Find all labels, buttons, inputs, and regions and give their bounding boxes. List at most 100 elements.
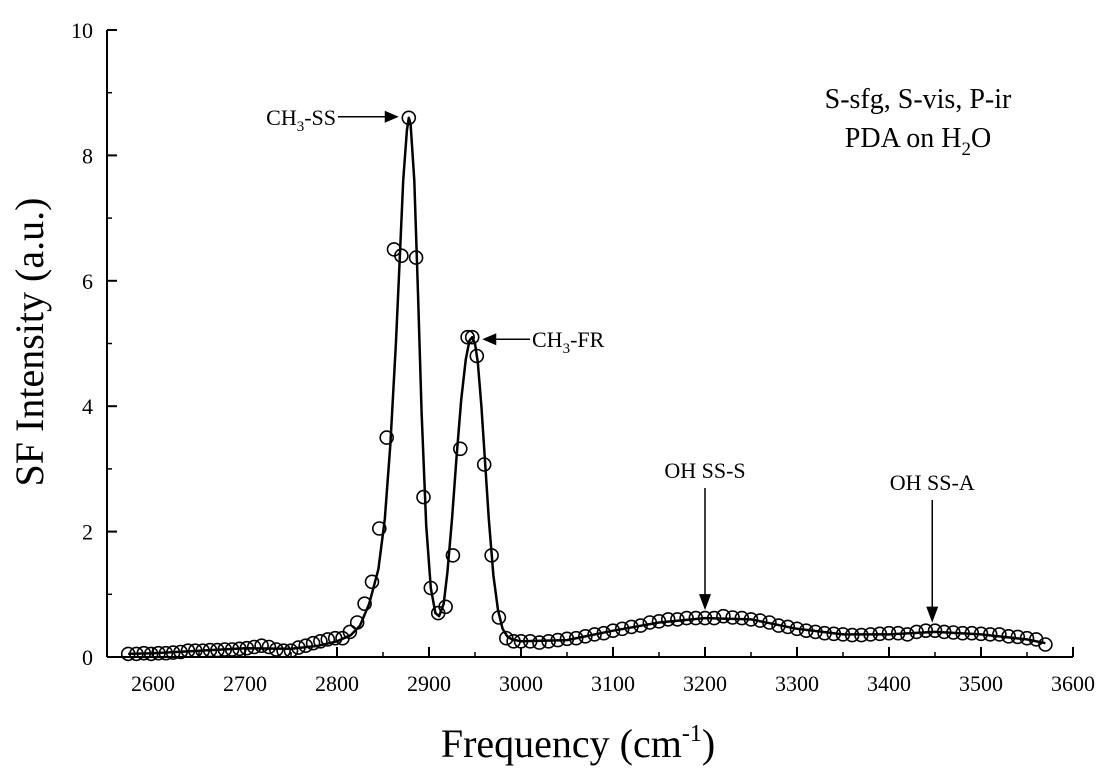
data-point bbox=[854, 627, 869, 643]
data-point bbox=[506, 633, 521, 649]
data-point bbox=[762, 615, 777, 630]
data-point bbox=[716, 608, 731, 624]
data-point bbox=[706, 610, 722, 626]
fit-line-group bbox=[128, 116, 1046, 656]
data-point bbox=[464, 329, 480, 345]
data-point bbox=[513, 633, 529, 649]
data-point bbox=[401, 110, 417, 126]
data-point bbox=[305, 635, 321, 651]
data-point bbox=[445, 548, 461, 563]
data-point bbox=[291, 640, 306, 655]
data-point bbox=[890, 625, 906, 641]
data-point bbox=[688, 610, 704, 626]
annotation-label: CH3-FR bbox=[532, 327, 605, 357]
data-point bbox=[568, 630, 584, 646]
legend-line-2-sub: 2 bbox=[961, 139, 971, 160]
data-point bbox=[642, 615, 658, 630]
data-point bbox=[261, 639, 277, 655]
data-point bbox=[416, 489, 431, 505]
x-axis-title-sup: -1 bbox=[682, 721, 702, 747]
data-point bbox=[624, 619, 639, 635]
legend-line-2-prefix: PDA on H bbox=[845, 123, 962, 154]
data-point bbox=[129, 646, 144, 662]
data-point bbox=[180, 643, 196, 659]
data-point bbox=[752, 613, 768, 628]
data-point bbox=[327, 630, 343, 646]
data-point bbox=[254, 638, 269, 654]
annotation-label: CH3-SS bbox=[266, 105, 336, 135]
data-point bbox=[239, 640, 255, 656]
data-point bbox=[452, 441, 468, 457]
data-point bbox=[927, 623, 943, 639]
data-point bbox=[498, 630, 514, 646]
annotation-arrowhead bbox=[384, 110, 399, 123]
data-point bbox=[771, 618, 786, 633]
data-point bbox=[143, 646, 159, 662]
data-point bbox=[120, 646, 136, 662]
data-point bbox=[734, 610, 750, 626]
data-point bbox=[246, 639, 262, 655]
y-axis-title: SF Intensity (a.u.) bbox=[7, 198, 52, 487]
data-point bbox=[743, 612, 759, 627]
data-point bbox=[276, 643, 291, 659]
legend-line-2: PDA on H2O bbox=[845, 123, 991, 160]
data-point bbox=[342, 624, 358, 640]
data-point bbox=[438, 599, 453, 615]
data-point bbox=[633, 618, 648, 633]
data-point bbox=[936, 624, 952, 640]
data-point bbox=[268, 642, 284, 657]
data-point bbox=[173, 644, 188, 660]
data-point bbox=[982, 627, 998, 642]
data-point bbox=[210, 642, 225, 658]
annotation-label: OH SS-A bbox=[890, 470, 975, 495]
x-axis-title: Frequency (cm-1) bbox=[441, 721, 715, 766]
data-point bbox=[881, 625, 897, 641]
data-point bbox=[679, 610, 694, 626]
data-point bbox=[469, 348, 485, 364]
y-tick-label: 10 bbox=[71, 18, 93, 43]
x-tick-label: 3600 bbox=[1051, 671, 1095, 696]
data-point bbox=[202, 642, 218, 658]
data-point bbox=[651, 613, 667, 629]
data-point bbox=[158, 645, 174, 661]
data-point bbox=[1010, 629, 1026, 645]
x-tick-label: 3300 bbox=[775, 671, 819, 696]
data-point bbox=[217, 642, 233, 657]
data-point bbox=[973, 626, 989, 642]
data-point bbox=[697, 610, 713, 626]
data-point bbox=[992, 627, 1007, 642]
data-point bbox=[283, 643, 299, 659]
x-axis-title-close: ) bbox=[702, 721, 715, 766]
annotation-label: OH SS-S bbox=[664, 458, 745, 483]
data-point bbox=[780, 619, 796, 635]
y-tick-label: 6 bbox=[82, 269, 93, 294]
data-point bbox=[614, 621, 630, 637]
data-point bbox=[964, 625, 980, 641]
y-tick-label: 8 bbox=[82, 143, 93, 168]
data-point bbox=[1001, 628, 1016, 644]
data-point bbox=[522, 633, 538, 649]
x-tick-label: 3200 bbox=[683, 671, 727, 696]
data-point bbox=[863, 627, 878, 642]
legend-line-1: S-sfg, S-vis, P-ir bbox=[825, 84, 1012, 115]
axes: 0 2 4 6 8 10 2600 2700 2800 2900 3000 3100 3200 3300 3… bbox=[71, 18, 1095, 696]
data-point bbox=[136, 645, 152, 661]
data-point bbox=[918, 623, 934, 639]
data-point bbox=[835, 627, 851, 642]
data-point bbox=[188, 643, 203, 659]
data-point bbox=[541, 633, 556, 649]
data-point bbox=[357, 596, 372, 612]
y-tick-label: 0 bbox=[82, 645, 93, 670]
data-point bbox=[423, 580, 439, 596]
data-point bbox=[232, 641, 247, 657]
data-point bbox=[955, 625, 970, 641]
data-point bbox=[460, 329, 475, 345]
data-point bbox=[313, 633, 328, 649]
annotation-arrowhead bbox=[482, 333, 497, 346]
data-point bbox=[364, 574, 380, 590]
data-point bbox=[817, 625, 832, 641]
x-tick-label: 2700 bbox=[223, 671, 267, 696]
y-tick-label: 4 bbox=[82, 394, 93, 419]
data-point bbox=[1019, 630, 1035, 646]
data-point bbox=[320, 632, 336, 647]
